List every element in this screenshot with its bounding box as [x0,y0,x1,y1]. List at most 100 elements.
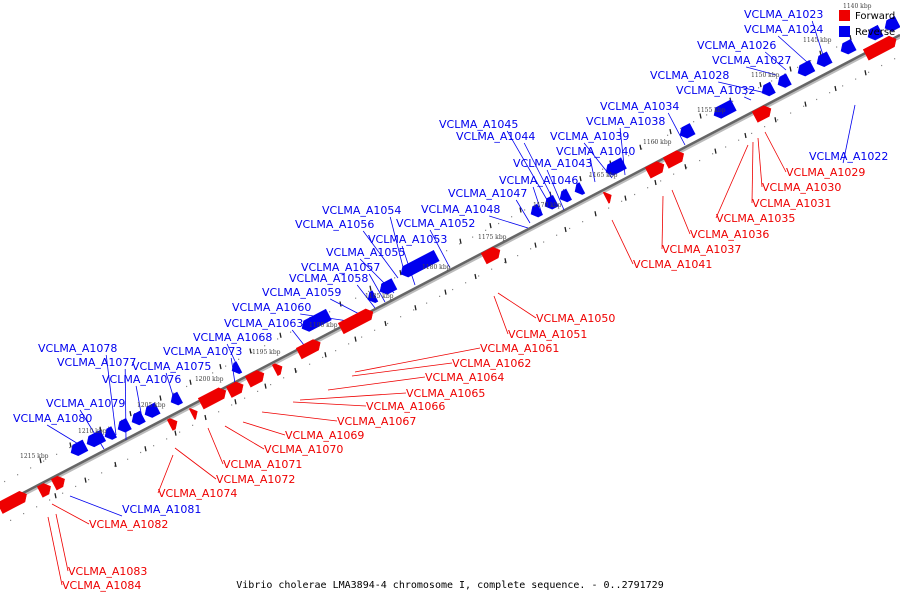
tick-dot [277,338,279,340]
forward-label-leader [354,347,481,373]
tick-dot [270,384,272,386]
sequence-caption: Vibrio cholerae LMA3894-4 chromosome I, … [236,580,663,591]
major-tick [189,379,192,385]
major-tick [684,164,687,170]
tick-dot [69,446,71,449]
reverse-gene-label: VCLMA_A1047 [448,187,527,200]
reverse-gene-label: VCLMA_A1068 [193,331,272,344]
forward-gene-arrow [36,483,51,498]
tick-dot [335,350,337,352]
tick-dot [88,479,90,481]
tick-dot [43,460,45,462]
forward-gene-arrow [166,418,178,431]
reverse-gene-label: VCLMA_A1077 [57,356,136,369]
backbone-shadow [0,35,900,509]
reverse-gene-label: VCLMA_A1032 [676,84,755,97]
reverse-gene-arrow [884,16,900,32]
reverse-label-leader [811,20,824,56]
forward-gene-label: VCLMA_A1029 [786,166,865,179]
label-leader-lines [46,20,856,586]
tick-dot [751,132,753,135]
forward-gene-arrow [188,408,198,420]
major-tick [159,395,162,401]
tick-dot [647,187,649,189]
reverse-gene-arrow [797,60,816,77]
tick-dot [30,467,32,469]
tick-dot [127,458,129,460]
tick-label: 1180 kbp [422,264,451,271]
reverse-label-leader [429,229,451,269]
forward-label-leader [174,447,217,480]
forward-gene-arrow [337,308,374,335]
forward-label-leader [47,516,63,586]
major-tick [369,285,372,291]
tick-dot [426,302,428,304]
legend-top-tick: 1140 kbp [843,3,872,10]
forward-gene-arrow [644,161,665,179]
tick-dot [322,356,324,359]
reverse-gene-label: VCLMA_A1081 [122,503,201,516]
major-tick [519,207,522,213]
tick-dot [498,222,500,225]
tick-dot [797,66,799,68]
reverse-gene-arrow [70,439,89,457]
tick-dot [17,474,19,476]
tick-dot [836,46,838,48]
major-tick [774,117,777,123]
tick-dot [374,329,376,331]
reverse-gene-arrow [367,290,379,304]
forward-gene-arrow [50,475,65,491]
reverse-gene-label: VCLMA_A1044 [456,130,535,143]
forward-label-leader [611,219,634,265]
reverse-label-leader [506,130,551,206]
tick-dot [173,392,175,394]
tick-dot [881,64,883,67]
tick-dot [868,71,870,73]
tick-dot [446,250,448,252]
forward-gene-label: VCLMA_A1051 [508,328,587,341]
reverse-gene-arrow [559,188,572,203]
tick-label: 1210 kbp [78,428,107,435]
tick-dot [56,453,58,455]
forward-label-leader [751,141,754,204]
major-tick [129,410,132,417]
major-tick [474,273,477,280]
reverse-label-leader [744,96,752,101]
reverse-gene-arrow [86,429,107,448]
tick-dot [673,173,675,175]
reverse-gene-label: VCLMA_A1024 [744,23,823,36]
reverse-legend-label: Reverse [855,27,895,38]
tick-dot [75,485,77,488]
reverse-gene-label: VCLMA_A1063 [224,317,303,330]
tick-label: 1150 kbp [751,72,780,79]
major-tick [624,195,627,201]
tick-dot [810,60,812,62]
reverse-gene-label: VCLMA_A1060 [232,301,311,314]
major-tick [384,320,387,327]
tick-dot [771,80,773,82]
tick-dot [166,438,168,440]
tick-dot [699,159,701,162]
major-tick [204,414,207,421]
reverse-gene-label: VCLMA_A1055 [326,246,405,259]
reverse-gene-arrow [544,195,559,210]
reverse-gene-arrow [559,188,572,203]
reverse-gene-label: VCLMA_A1043 [513,157,592,170]
major-tick [264,383,267,389]
reverse-gene-label: VCLMA_A1079 [46,397,125,410]
reverse-gene-arrow [840,39,857,55]
tick-label: 1185 kbp [365,293,394,300]
tick-dot [738,139,740,141]
tick-dot [589,175,591,177]
tick-dot [602,168,604,170]
major-tick [279,332,282,338]
forward-gene-arrow [751,105,772,123]
major-tick [54,493,57,499]
reverse-gene-label: VCLMA_A1034 [600,100,679,113]
forward-gene-label: VCLMA_A1065 [406,387,485,400]
forward-gene-arrow [36,483,51,498]
reverse-gene-label: VCLMA_A1059 [262,286,341,299]
tick-dot [257,390,259,392]
forward-gene-label: VCLMA_A1071 [223,458,302,471]
forward-gene-arrow [602,191,612,204]
